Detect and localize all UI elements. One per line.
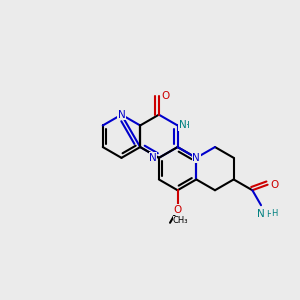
Text: N: N xyxy=(192,153,200,163)
Text: N: N xyxy=(149,153,157,163)
Text: N: N xyxy=(257,209,265,219)
Text: H: H xyxy=(272,209,278,218)
Text: O: O xyxy=(173,205,182,215)
Text: N: N xyxy=(118,110,125,120)
Text: N: N xyxy=(178,121,186,130)
Text: H: H xyxy=(182,121,189,130)
Text: O: O xyxy=(271,180,279,190)
Text: H: H xyxy=(266,210,272,219)
Text: CH₃: CH₃ xyxy=(173,216,188,225)
Text: O: O xyxy=(162,91,170,101)
